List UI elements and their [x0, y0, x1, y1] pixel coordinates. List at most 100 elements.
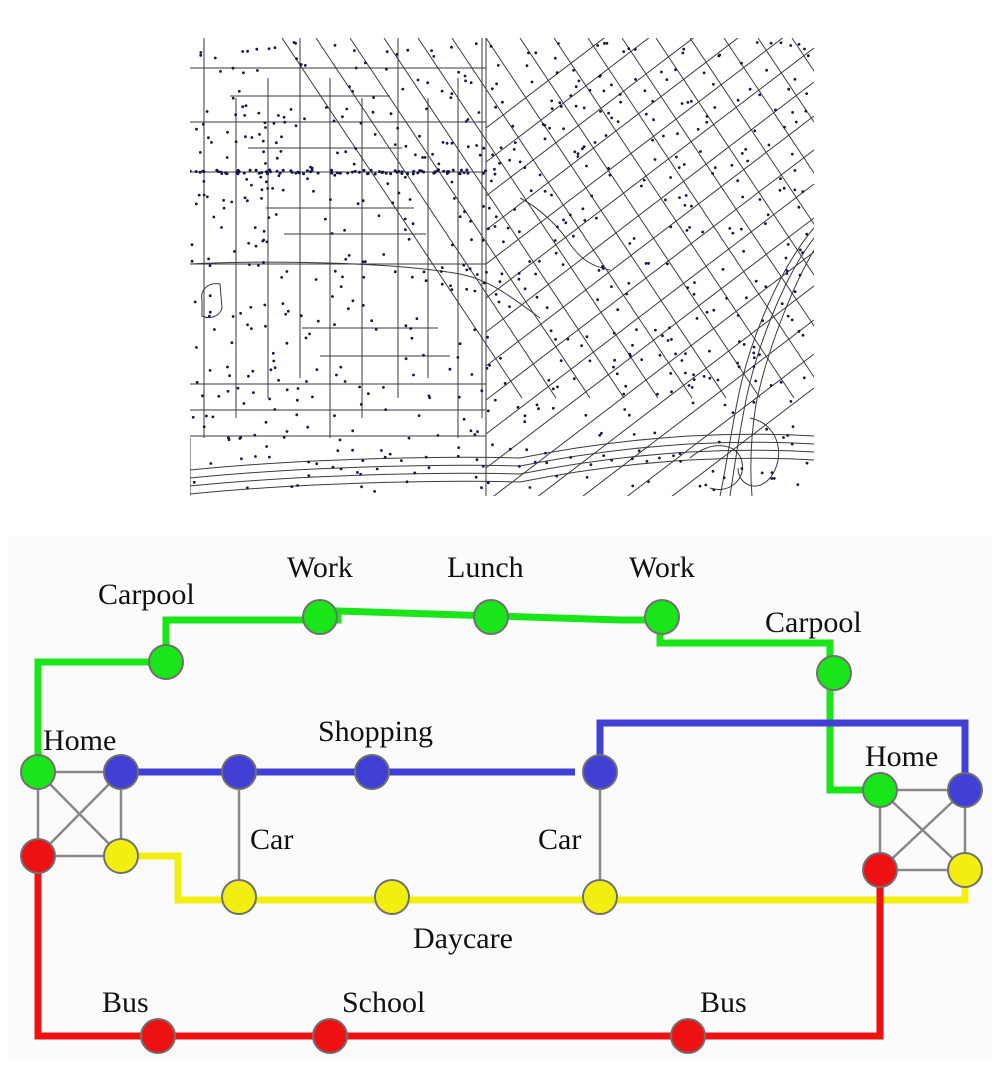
map-point: [547, 378, 551, 382]
loop-ramp: [689, 445, 743, 490]
map-point: [711, 469, 715, 473]
map-point: [341, 115, 344, 119]
map-point: [295, 413, 299, 417]
map-point: [267, 47, 271, 51]
map-point: [347, 307, 350, 311]
map-point: [525, 64, 529, 68]
map-point: [654, 328, 657, 332]
map-point: [589, 463, 593, 466]
map-point: [263, 121, 267, 125]
map-point: [498, 280, 502, 284]
map-point: [289, 108, 293, 111]
map-point: [333, 43, 337, 47]
map-point: [661, 334, 664, 338]
map-point: [361, 199, 365, 203]
map-point: [362, 168, 366, 172]
map-point: [569, 456, 573, 459]
map-point: [393, 143, 397, 146]
street-network-map: [190, 38, 814, 496]
map-point: [258, 133, 261, 136]
map-point: [222, 206, 226, 210]
activity-chain-diagram: Carpool Work Lunch Work Carpool Home Sho…: [7, 537, 993, 1059]
map-point: [653, 158, 657, 161]
map-point: [339, 467, 343, 471]
map-point: [201, 169, 205, 173]
map-point: [486, 335, 489, 339]
map-point: [272, 359, 276, 363]
cul-de-sac: [201, 283, 223, 319]
map-point: [610, 116, 614, 120]
map-point: [257, 111, 261, 115]
map-point: [190, 169, 192, 173]
map-point: [356, 471, 359, 474]
map-point: [688, 226, 691, 229]
map-point: [475, 144, 478, 147]
map-point: [730, 163, 734, 167]
map-point: [445, 141, 449, 145]
map-point: [202, 425, 206, 429]
map-point: [754, 279, 758, 283]
map-point: [508, 305, 511, 308]
map-point: [674, 68, 677, 72]
map-point: [283, 120, 287, 124]
map-point: [351, 448, 354, 452]
map-point: [249, 305, 253, 309]
map-point: [422, 170, 426, 174]
map-point: [728, 227, 732, 230]
map-point: [457, 446, 461, 449]
map-point: [789, 44, 793, 47]
map-point: [628, 242, 632, 245]
map-point: [456, 454, 460, 458]
map-point: [695, 317, 699, 320]
map-point: [246, 323, 249, 327]
map-point: [523, 420, 527, 424]
map-point: [595, 216, 598, 220]
map-point: [503, 382, 507, 385]
street: [689, 38, 814, 225]
map-point: [266, 187, 270, 190]
map-point: [550, 99, 554, 103]
map-point: [598, 433, 602, 437]
map-point: [493, 167, 496, 171]
map-point: [294, 41, 297, 45]
curved-road: [190, 261, 541, 319]
map-point: [457, 70, 460, 74]
map-point: [441, 141, 445, 144]
map-point: [315, 368, 319, 371]
freeway-lane: [190, 457, 814, 495]
map-point: [669, 225, 673, 229]
map-point: [643, 89, 647, 93]
map-point: [412, 169, 416, 173]
map-point: [230, 341, 234, 345]
map-point: [199, 51, 203, 54]
map-point: [599, 110, 602, 113]
map-point: [247, 241, 251, 245]
map-point: [582, 106, 586, 110]
map-point: [791, 425, 795, 428]
map-point: [506, 226, 510, 230]
map-point: [804, 109, 808, 113]
map-point: [786, 434, 790, 437]
map-point: [554, 338, 557, 341]
map-point: [456, 356, 460, 359]
map-point: [523, 287, 527, 291]
map-point: [543, 124, 547, 127]
map-point: [240, 457, 243, 461]
map-point: [581, 207, 585, 211]
map-point: [670, 338, 673, 341]
map-point: [213, 56, 217, 60]
map-point: [640, 358, 644, 361]
map-point: [537, 407, 540, 411]
map-point: [373, 133, 377, 136]
map-point: [285, 270, 289, 273]
work-label: Work: [287, 551, 353, 584]
map-point: [717, 54, 721, 58]
map-point: [264, 180, 268, 184]
map-point: [201, 394, 204, 398]
map-point: [411, 172, 415, 176]
map-point: [405, 480, 409, 484]
map-point: [271, 351, 275, 355]
map-point: [242, 402, 246, 405]
map-point: [450, 180, 454, 184]
map-point: [752, 356, 756, 360]
